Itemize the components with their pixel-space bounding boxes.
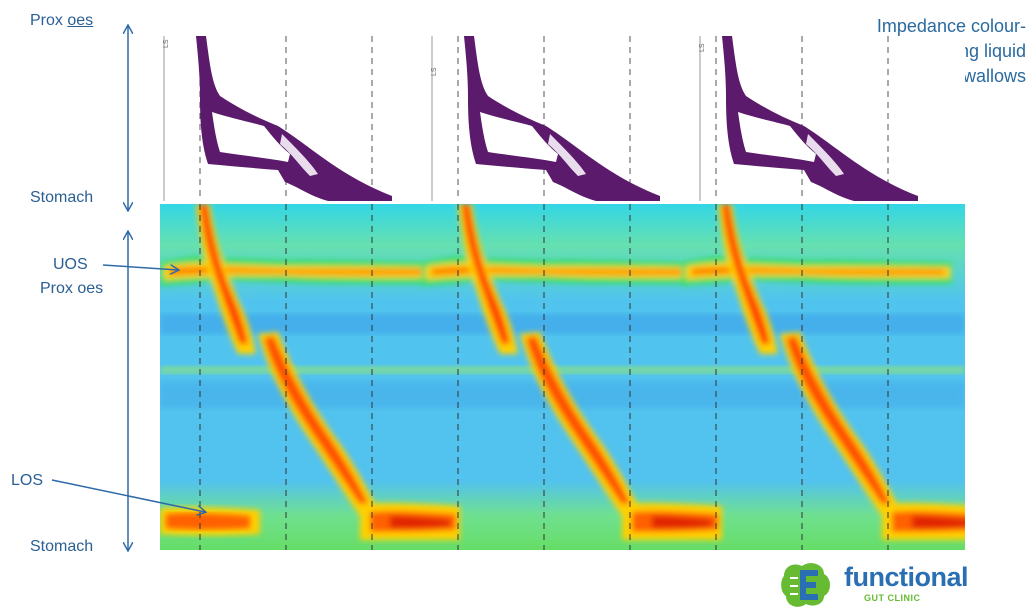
label-stomach-bottom: Stomach [30,538,94,555]
title-line-3: swallows [953,66,1026,86]
pressure-topography-plot [160,204,965,550]
logo-subtitle: GUT CLINIC [864,593,921,603]
label-los: LOS [11,472,44,489]
logo-wordmark: functional [844,562,969,592]
label-prox-oes-top: Prox oes [30,12,94,29]
ls-marker-3: LS [699,43,706,52]
ls-marker-1: LS [163,39,170,48]
label-stomach-top: Stomach [30,189,94,206]
ls-marker-2: LS [431,67,438,76]
title-line-1: Impedance colour- [876,16,1026,36]
label-prox-oes-bottom: Prox oes [40,280,104,297]
functional-gut-clinic-logo [781,563,830,607]
impedance-colour-plot: LS LS LS [160,36,965,201]
label-uos: UOS [53,256,88,273]
impedance-time-markers [163,36,889,201]
label-prox-oes-underline: oes [67,12,94,29]
